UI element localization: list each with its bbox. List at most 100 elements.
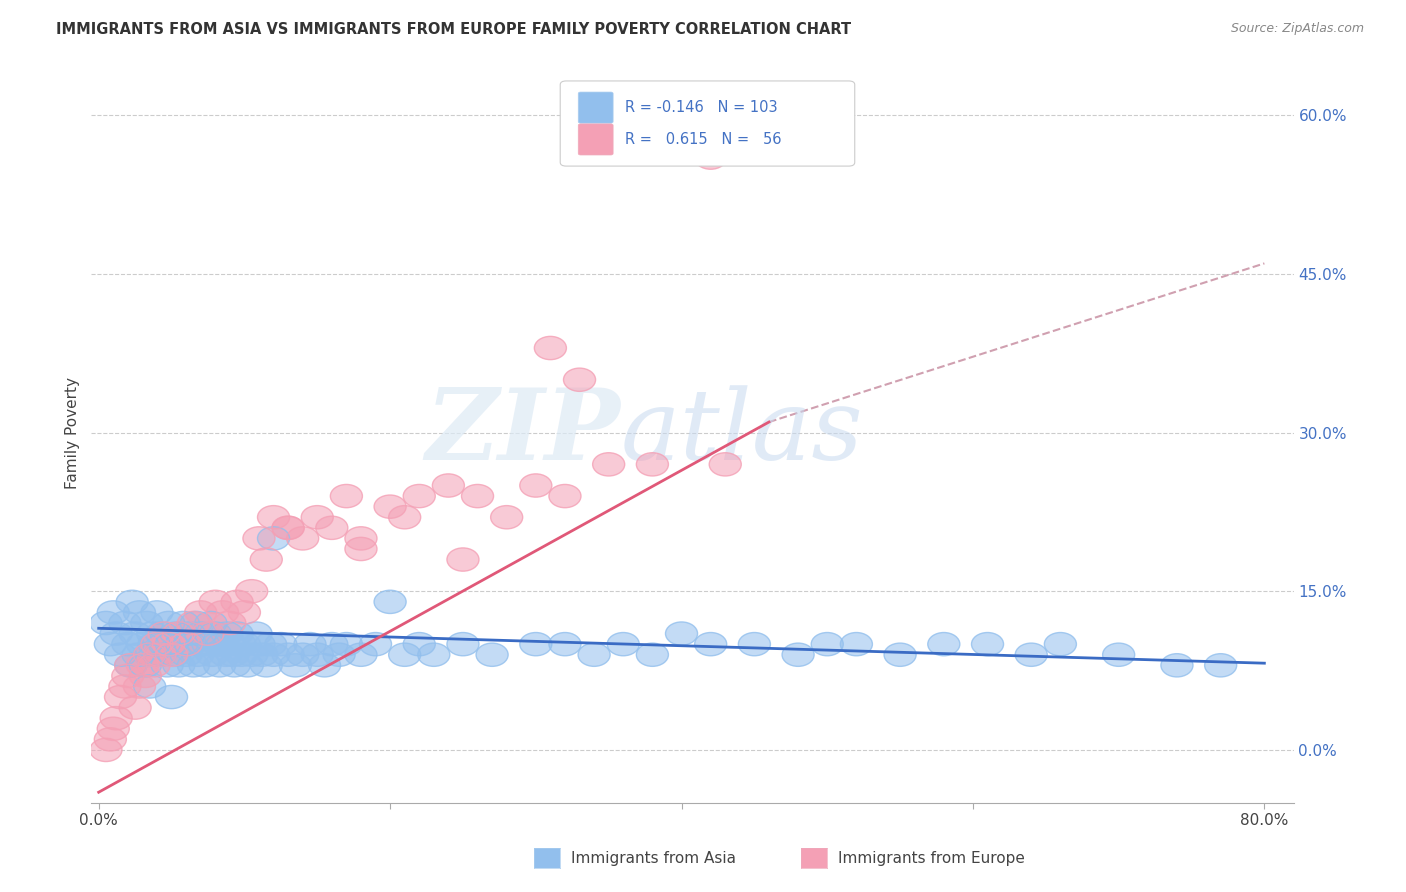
Ellipse shape bbox=[211, 622, 243, 645]
Ellipse shape bbox=[145, 622, 177, 645]
Ellipse shape bbox=[578, 643, 610, 666]
Ellipse shape bbox=[548, 632, 581, 656]
Ellipse shape bbox=[1161, 654, 1192, 677]
Ellipse shape bbox=[143, 643, 176, 666]
Ellipse shape bbox=[97, 717, 129, 740]
Ellipse shape bbox=[287, 643, 319, 666]
Ellipse shape bbox=[129, 654, 162, 677]
Ellipse shape bbox=[477, 643, 508, 666]
Ellipse shape bbox=[112, 665, 143, 688]
Ellipse shape bbox=[163, 654, 195, 677]
Ellipse shape bbox=[174, 632, 207, 656]
Ellipse shape bbox=[177, 611, 209, 634]
Ellipse shape bbox=[236, 643, 267, 666]
Ellipse shape bbox=[187, 632, 219, 656]
Ellipse shape bbox=[264, 632, 297, 656]
Ellipse shape bbox=[202, 632, 235, 656]
Ellipse shape bbox=[301, 506, 333, 529]
Ellipse shape bbox=[134, 643, 166, 666]
Ellipse shape bbox=[170, 643, 202, 666]
Ellipse shape bbox=[184, 601, 217, 624]
Text: R = -0.146   N = 103: R = -0.146 N = 103 bbox=[626, 100, 778, 115]
Ellipse shape bbox=[548, 484, 581, 508]
Ellipse shape bbox=[184, 622, 217, 645]
Text: IMMIGRANTS FROM ASIA VS IMMIGRANTS FROM EUROPE FAMILY POVERTY CORRELATION CHART: IMMIGRANTS FROM ASIA VS IMMIGRANTS FROM … bbox=[56, 22, 852, 37]
Ellipse shape bbox=[156, 643, 187, 666]
Ellipse shape bbox=[782, 643, 814, 666]
Ellipse shape bbox=[173, 622, 205, 645]
Ellipse shape bbox=[709, 453, 741, 476]
Ellipse shape bbox=[153, 632, 184, 656]
Ellipse shape bbox=[388, 643, 420, 666]
Ellipse shape bbox=[122, 643, 155, 666]
Ellipse shape bbox=[138, 632, 170, 656]
Ellipse shape bbox=[193, 622, 224, 645]
Ellipse shape bbox=[461, 484, 494, 508]
Ellipse shape bbox=[240, 622, 273, 645]
Ellipse shape bbox=[294, 632, 326, 656]
Ellipse shape bbox=[156, 685, 187, 708]
Y-axis label: Family Poverty: Family Poverty bbox=[65, 376, 80, 489]
Ellipse shape bbox=[273, 516, 304, 540]
Ellipse shape bbox=[637, 453, 668, 476]
Ellipse shape bbox=[207, 601, 239, 624]
Ellipse shape bbox=[177, 654, 209, 677]
Ellipse shape bbox=[115, 654, 146, 677]
Ellipse shape bbox=[221, 591, 253, 614]
Ellipse shape bbox=[344, 643, 377, 666]
Ellipse shape bbox=[180, 611, 212, 634]
Text: Source: ZipAtlas.com: Source: ZipAtlas.com bbox=[1230, 22, 1364, 36]
Ellipse shape bbox=[127, 654, 159, 677]
Ellipse shape bbox=[257, 506, 290, 529]
Ellipse shape bbox=[127, 632, 159, 656]
Ellipse shape bbox=[108, 611, 141, 634]
Ellipse shape bbox=[273, 516, 304, 540]
Ellipse shape bbox=[1102, 643, 1135, 666]
Ellipse shape bbox=[131, 611, 163, 634]
Ellipse shape bbox=[153, 611, 184, 634]
Ellipse shape bbox=[564, 368, 596, 392]
Ellipse shape bbox=[301, 643, 333, 666]
Text: atlas: atlas bbox=[620, 385, 863, 480]
Ellipse shape bbox=[418, 643, 450, 666]
Ellipse shape bbox=[360, 632, 391, 656]
Ellipse shape bbox=[273, 643, 304, 666]
Ellipse shape bbox=[287, 527, 319, 550]
Ellipse shape bbox=[188, 654, 221, 677]
Ellipse shape bbox=[120, 622, 150, 645]
Ellipse shape bbox=[108, 675, 141, 698]
Ellipse shape bbox=[257, 527, 290, 550]
Ellipse shape bbox=[204, 654, 236, 677]
Ellipse shape bbox=[221, 622, 253, 645]
Ellipse shape bbox=[665, 622, 697, 645]
Ellipse shape bbox=[100, 622, 132, 645]
Ellipse shape bbox=[447, 548, 479, 571]
Ellipse shape bbox=[1015, 643, 1047, 666]
FancyBboxPatch shape bbox=[578, 124, 613, 155]
Ellipse shape bbox=[433, 474, 464, 497]
Ellipse shape bbox=[243, 527, 276, 550]
Ellipse shape bbox=[124, 601, 156, 624]
Ellipse shape bbox=[231, 654, 263, 677]
Ellipse shape bbox=[195, 611, 226, 634]
Ellipse shape bbox=[104, 643, 136, 666]
Ellipse shape bbox=[404, 632, 436, 656]
Ellipse shape bbox=[228, 632, 260, 656]
Ellipse shape bbox=[159, 643, 190, 666]
Ellipse shape bbox=[1045, 632, 1077, 656]
Ellipse shape bbox=[115, 654, 146, 677]
Ellipse shape bbox=[104, 685, 136, 708]
Ellipse shape bbox=[214, 611, 246, 634]
Ellipse shape bbox=[90, 611, 122, 634]
Ellipse shape bbox=[280, 654, 311, 677]
Ellipse shape bbox=[228, 601, 260, 624]
Ellipse shape bbox=[246, 643, 278, 666]
Ellipse shape bbox=[163, 622, 195, 645]
Ellipse shape bbox=[94, 632, 127, 656]
Ellipse shape bbox=[90, 739, 122, 762]
Ellipse shape bbox=[124, 675, 156, 698]
Ellipse shape bbox=[181, 643, 214, 666]
Text: ZIP: ZIP bbox=[426, 384, 620, 481]
Ellipse shape bbox=[330, 484, 363, 508]
Ellipse shape bbox=[330, 632, 363, 656]
